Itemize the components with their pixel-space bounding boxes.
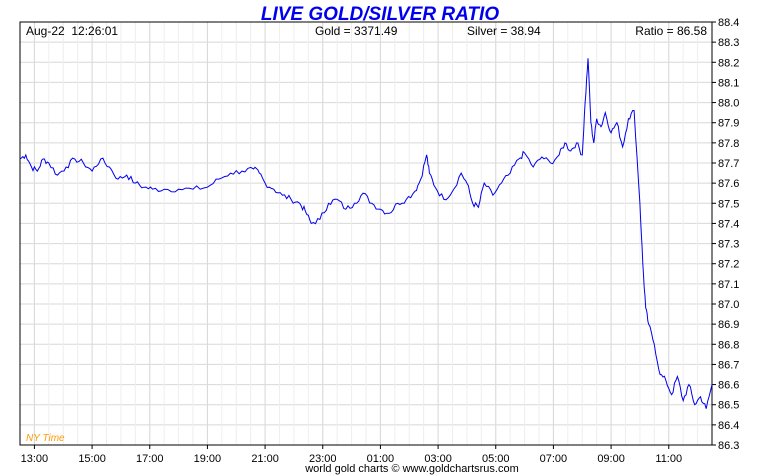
x-tick-label: 17:00 xyxy=(136,453,164,465)
datetime-readout: Aug-22 12:26:01 xyxy=(26,24,118,38)
x-tick-label: 13:00 xyxy=(21,453,49,465)
series-line-ratio xyxy=(19,58,713,409)
y-tick-label: 88.0 xyxy=(718,98,739,110)
ratio-readout: Ratio = 86.58 xyxy=(635,24,707,38)
y-tick-label: 86.9 xyxy=(718,319,739,331)
x-tick-label: 01:00 xyxy=(367,453,395,465)
x-axis: 13:00 15:00 17:00 19:00 21:00 23:00 01:00 03:00… xyxy=(21,445,682,465)
silver-price-readout: Silver = 38.94 xyxy=(467,24,541,38)
y-tick-label: 87.9 xyxy=(718,118,739,130)
x-tick-label: 15:00 xyxy=(78,453,106,465)
y-tick-label: 86.6 xyxy=(718,380,739,392)
x-tick-label: 21:00 xyxy=(251,453,279,465)
x-tick-label: 07:00 xyxy=(540,453,568,465)
y-tick-label: 87.2 xyxy=(718,259,739,271)
y-tick-label: 87.3 xyxy=(718,239,739,251)
x-tick-label: 19:00 xyxy=(194,453,222,465)
y-tick-label: 86.4 xyxy=(718,420,739,432)
y-tick-label: 87.7 xyxy=(718,158,739,170)
x-tick-label: 11:00 xyxy=(655,453,682,465)
y-tick-label: 87.0 xyxy=(718,299,739,311)
y-tick-label: 87.6 xyxy=(718,178,739,190)
x-tick-label: 23:00 xyxy=(309,453,337,465)
y-axis: 86.3 86.4 86.5 86.6 86.7 86.8 86.9 87.0 87.1 87.2… xyxy=(712,17,739,452)
grid-lines xyxy=(19,21,713,446)
y-tick-label: 86.8 xyxy=(718,339,739,351)
y-tick-label: 87.1 xyxy=(718,279,739,291)
gold-price-readout: Gold = 3371.49 xyxy=(315,24,398,38)
y-tick-label: 88.4 xyxy=(718,17,739,29)
plot-area-border xyxy=(19,21,713,446)
x-tick-label: 05:00 xyxy=(482,453,510,465)
y-tick-label: 87.8 xyxy=(718,138,739,150)
y-tick-label: 87.5 xyxy=(718,198,739,210)
y-tick-label: 88.1 xyxy=(718,77,739,89)
x-tick-label: 09:00 xyxy=(597,453,625,465)
y-tick-label: 88.3 xyxy=(718,37,739,49)
chart-title: LIVE GOLD/SILVER RATIO xyxy=(261,4,499,25)
y-tick-label: 87.4 xyxy=(718,218,739,230)
x-tick-label: 03:00 xyxy=(424,453,452,465)
y-tick-label: 88.2 xyxy=(718,57,739,69)
y-tick-label: 86.7 xyxy=(718,359,739,371)
y-tick-label: 86.3 xyxy=(718,440,739,452)
footer-credit: world gold charts © www.goldchartsrus.co… xyxy=(304,463,519,475)
y-tick-label: 86.5 xyxy=(718,400,739,412)
timezone-label: NY Time xyxy=(26,433,65,444)
